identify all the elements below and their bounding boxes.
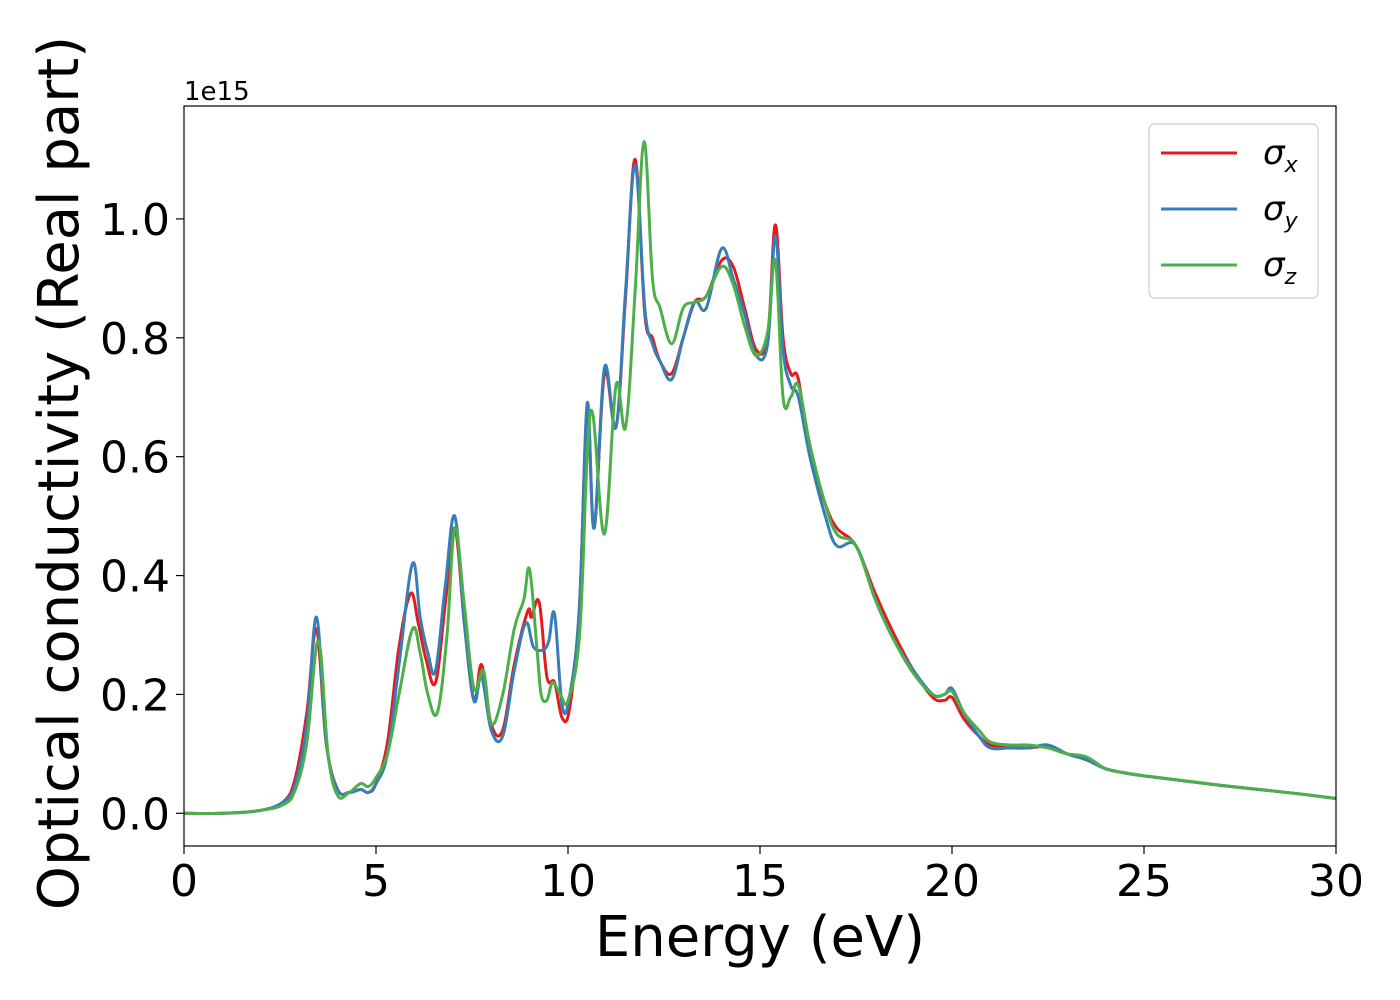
y-axis-offset-label: 1e15 — [184, 77, 250, 107]
y-tick-label: 0.2 — [100, 670, 170, 721]
y-tick-label: 0.8 — [100, 314, 170, 365]
series-layer — [184, 140, 1336, 816]
legend-label-x: σx — [1263, 133, 1299, 178]
y-axis-ticks: 0.0 0.2 0.4 0.6 0.8 1.0 — [100, 195, 184, 840]
x-tick-label: 20 — [924, 856, 980, 907]
legend-label-z: σz — [1263, 245, 1297, 290]
x-tick-label: 30 — [1308, 856, 1364, 907]
y-tick-label: 1.0 — [100, 195, 170, 246]
x-tick-label: 10 — [540, 856, 596, 907]
y-tick-label: 0.4 — [100, 552, 170, 603]
x-tick-label: 5 — [362, 856, 390, 907]
x-tick-label: 25 — [1116, 856, 1172, 907]
x-axis-ticks: 0 5 10 15 20 25 30 — [170, 846, 1364, 907]
x-tick-label: 0 — [170, 856, 198, 907]
legend: σx σy σz — [1148, 123, 1319, 299]
x-axis-label: Energy (eV) — [595, 905, 925, 970]
y-tick-label: 0.0 — [100, 789, 170, 840]
y-tick-label: 0.6 — [100, 433, 170, 484]
series-line-z — [184, 140, 1336, 816]
legend-label-y: σy — [1263, 189, 1299, 234]
x-tick-label: 15 — [732, 856, 788, 907]
legend-frame — [1148, 123, 1319, 299]
y-axis-label: Optical conductivity (Real part) — [27, 36, 92, 910]
